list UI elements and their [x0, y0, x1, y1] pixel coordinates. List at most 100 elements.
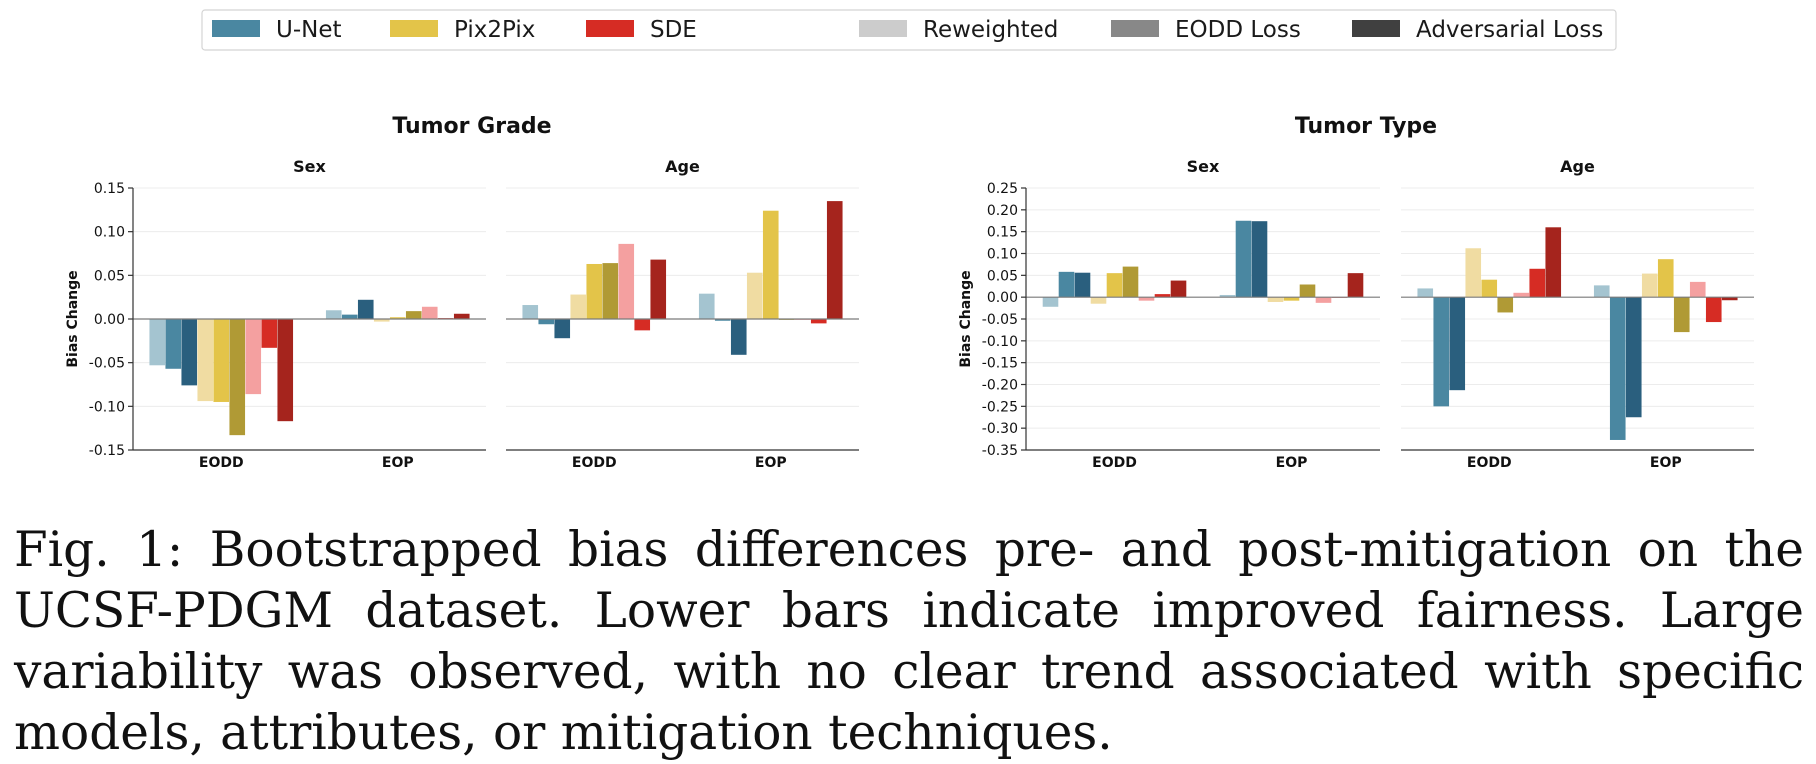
bar — [1138, 297, 1155, 301]
bar — [453, 313, 470, 319]
y-tick-label: 0.15 — [987, 225, 1018, 241]
bar — [341, 314, 358, 319]
figure: U-Net Pix2Pix SDE Reweighted EODD Loss Advers… — [65, 9, 1754, 471]
legend-label: SDE — [650, 17, 697, 43]
bar — [357, 299, 374, 319]
panel-title: Sex — [1187, 157, 1220, 176]
bar — [698, 293, 715, 319]
y-tick-label: 0.05 — [94, 268, 125, 284]
legend-swatch — [586, 20, 634, 37]
y-tick-label: 0.00 — [987, 290, 1018, 306]
y-tick-label: -0.25 — [982, 399, 1018, 415]
legend-item: Adversarial Loss — [1352, 17, 1603, 43]
bar — [213, 319, 230, 402]
legend-item: U-Net — [212, 17, 342, 43]
bar — [1513, 292, 1530, 298]
legend-item: SDE — [586, 17, 697, 43]
bar — [389, 317, 406, 319]
bar — [1090, 297, 1107, 304]
bar — [373, 319, 390, 322]
y-tick-label: 0.10 — [987, 247, 1018, 263]
bar — [181, 319, 198, 386]
x-tick-label: EODD — [1092, 455, 1137, 471]
bar — [1529, 268, 1546, 298]
y-axis-label: Bias Change — [65, 270, 81, 367]
legend-item: Pix2Pix — [390, 17, 535, 43]
legend-swatch — [1111, 20, 1159, 37]
y-tick-label: 0.10 — [94, 225, 125, 241]
bar — [325, 310, 342, 319]
figure-caption: Fig. 1: Bootstrapped bias differences pr… — [14, 522, 1804, 761]
y-tick-label: -0.15 — [982, 356, 1018, 372]
y-tick-label: -0.15 — [89, 443, 125, 459]
panel-title: Sex — [293, 157, 326, 176]
legend-swatch — [390, 20, 438, 37]
bar — [1315, 297, 1332, 303]
bar — [149, 319, 166, 366]
bar — [586, 263, 603, 319]
legend-label: Pix2Pix — [454, 17, 535, 43]
x-tick-label: EODD — [199, 455, 244, 471]
bar — [1721, 297, 1738, 301]
y-tick-label: 0.20 — [987, 203, 1018, 219]
panel-title: Age — [665, 157, 700, 176]
legend-label: EODD Loss — [1175, 17, 1301, 43]
legend-swatch — [859, 20, 907, 37]
chart-panel: EODD EOP -0.35 -0.30 -0.25 -0.20 -0.15 -0.10 -0.… — [958, 157, 1380, 471]
bar — [165, 319, 182, 369]
x-tick-label: EOP — [755, 455, 787, 471]
bar — [197, 319, 214, 402]
bar — [810, 319, 827, 324]
y-tick-label: -0.30 — [982, 421, 1018, 437]
bar — [1417, 288, 1434, 298]
bar — [277, 319, 294, 422]
bar — [1106, 273, 1123, 298]
y-tick-label: -0.20 — [982, 378, 1018, 394]
bar — [1673, 297, 1690, 333]
bar — [554, 319, 571, 339]
y-tick-label: -0.35 — [982, 443, 1018, 459]
x-tick-label: EOP — [1276, 455, 1308, 471]
bar — [1267, 297, 1284, 302]
bar — [746, 272, 763, 319]
y-tick-label: -0.05 — [982, 312, 1018, 328]
bar — [1625, 297, 1642, 418]
bar — [1641, 273, 1658, 298]
bar — [1449, 297, 1466, 391]
bar — [538, 319, 555, 325]
legend-label: U-Net — [276, 17, 342, 43]
bar — [1299, 284, 1316, 298]
bar — [1170, 280, 1187, 298]
x-tick-label: EODD — [1467, 455, 1512, 471]
legend-swatch — [212, 20, 260, 37]
x-tick-label: EOP — [1650, 455, 1682, 471]
y-tick-label: -0.10 — [982, 334, 1018, 350]
bar — [1609, 297, 1626, 440]
y-tick-label: -0.05 — [89, 356, 125, 372]
bar — [1705, 297, 1722, 323]
x-tick-label: EOP — [382, 455, 414, 471]
bar — [1545, 227, 1562, 298]
bar — [261, 319, 278, 348]
bar — [1251, 221, 1268, 298]
panel-title: Age — [1560, 157, 1595, 176]
bar — [714, 319, 731, 321]
bar — [1497, 297, 1514, 313]
bar — [650, 259, 667, 319]
legend: U-Net Pix2Pix SDE Reweighted EODD Loss Advers… — [201, 9, 1617, 51]
group-title: Tumor Grade — [392, 114, 551, 139]
bar — [730, 319, 747, 355]
bar — [1058, 271, 1075, 298]
bar — [1347, 273, 1364, 298]
legend-item: Reweighted — [859, 17, 1058, 43]
bar — [634, 319, 651, 331]
legend-label: Reweighted — [923, 17, 1058, 43]
y-tick-label: 0.25 — [987, 181, 1018, 197]
legend-item: EODD Loss — [1111, 17, 1301, 43]
bar — [1283, 297, 1300, 301]
bar — [1122, 266, 1139, 298]
bar — [570, 294, 587, 319]
bar — [245, 319, 262, 395]
bar — [762, 210, 779, 319]
bar — [1074, 272, 1091, 298]
